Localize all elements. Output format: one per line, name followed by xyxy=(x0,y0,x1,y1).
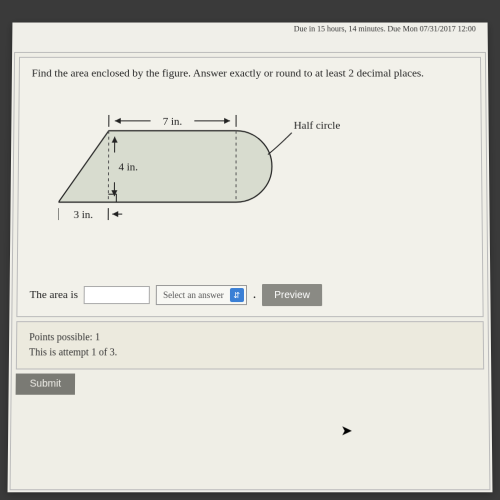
submit-button[interactable]: Submit xyxy=(16,374,76,395)
meta-block: Points possible: 1 This is attempt 1 of … xyxy=(16,321,484,369)
chevron-updown-icon: ⇵ xyxy=(230,288,244,302)
answer-label: The area is xyxy=(30,289,78,301)
submit-block: Submit xyxy=(16,374,485,395)
shape xyxy=(58,131,272,202)
attempt-text: This is attempt 1 of 3. xyxy=(29,345,471,360)
answer-row: The area is Select an answer ⇵ . Preview xyxy=(17,274,482,316)
figure-svg: 7 in. 4 in. Half circle xyxy=(58,103,378,262)
dot-icon: . xyxy=(253,287,257,303)
unit-select[interactable]: Select an answer ⇵ xyxy=(156,285,247,305)
page: Due in 15 hours, 14 minutes. Due Mon 07/… xyxy=(8,23,493,493)
half-circle-label: Half circle xyxy=(294,120,341,132)
top-dim: 7 in. xyxy=(163,116,183,128)
due-text: Due in 15 hours, 14 minutes. Due Mon 07/… xyxy=(290,23,480,36)
select-placeholder: Select an answer xyxy=(163,290,224,300)
bottom-dim: 3 in. xyxy=(73,209,93,221)
leader-line xyxy=(268,133,292,155)
question-block: Find the area enclosed by the figure. An… xyxy=(16,57,483,317)
figure: 7 in. 4 in. Half circle xyxy=(18,85,482,274)
preview-button[interactable]: Preview xyxy=(262,284,322,306)
left-dim: 4 in. xyxy=(118,161,138,173)
question-prompt: Find the area enclosed by the figure. An… xyxy=(20,58,481,86)
content-area: Find the area enclosed by the figure. An… xyxy=(10,52,491,490)
area-input[interactable] xyxy=(84,286,150,304)
points-text: Points possible: 1 xyxy=(29,330,471,345)
